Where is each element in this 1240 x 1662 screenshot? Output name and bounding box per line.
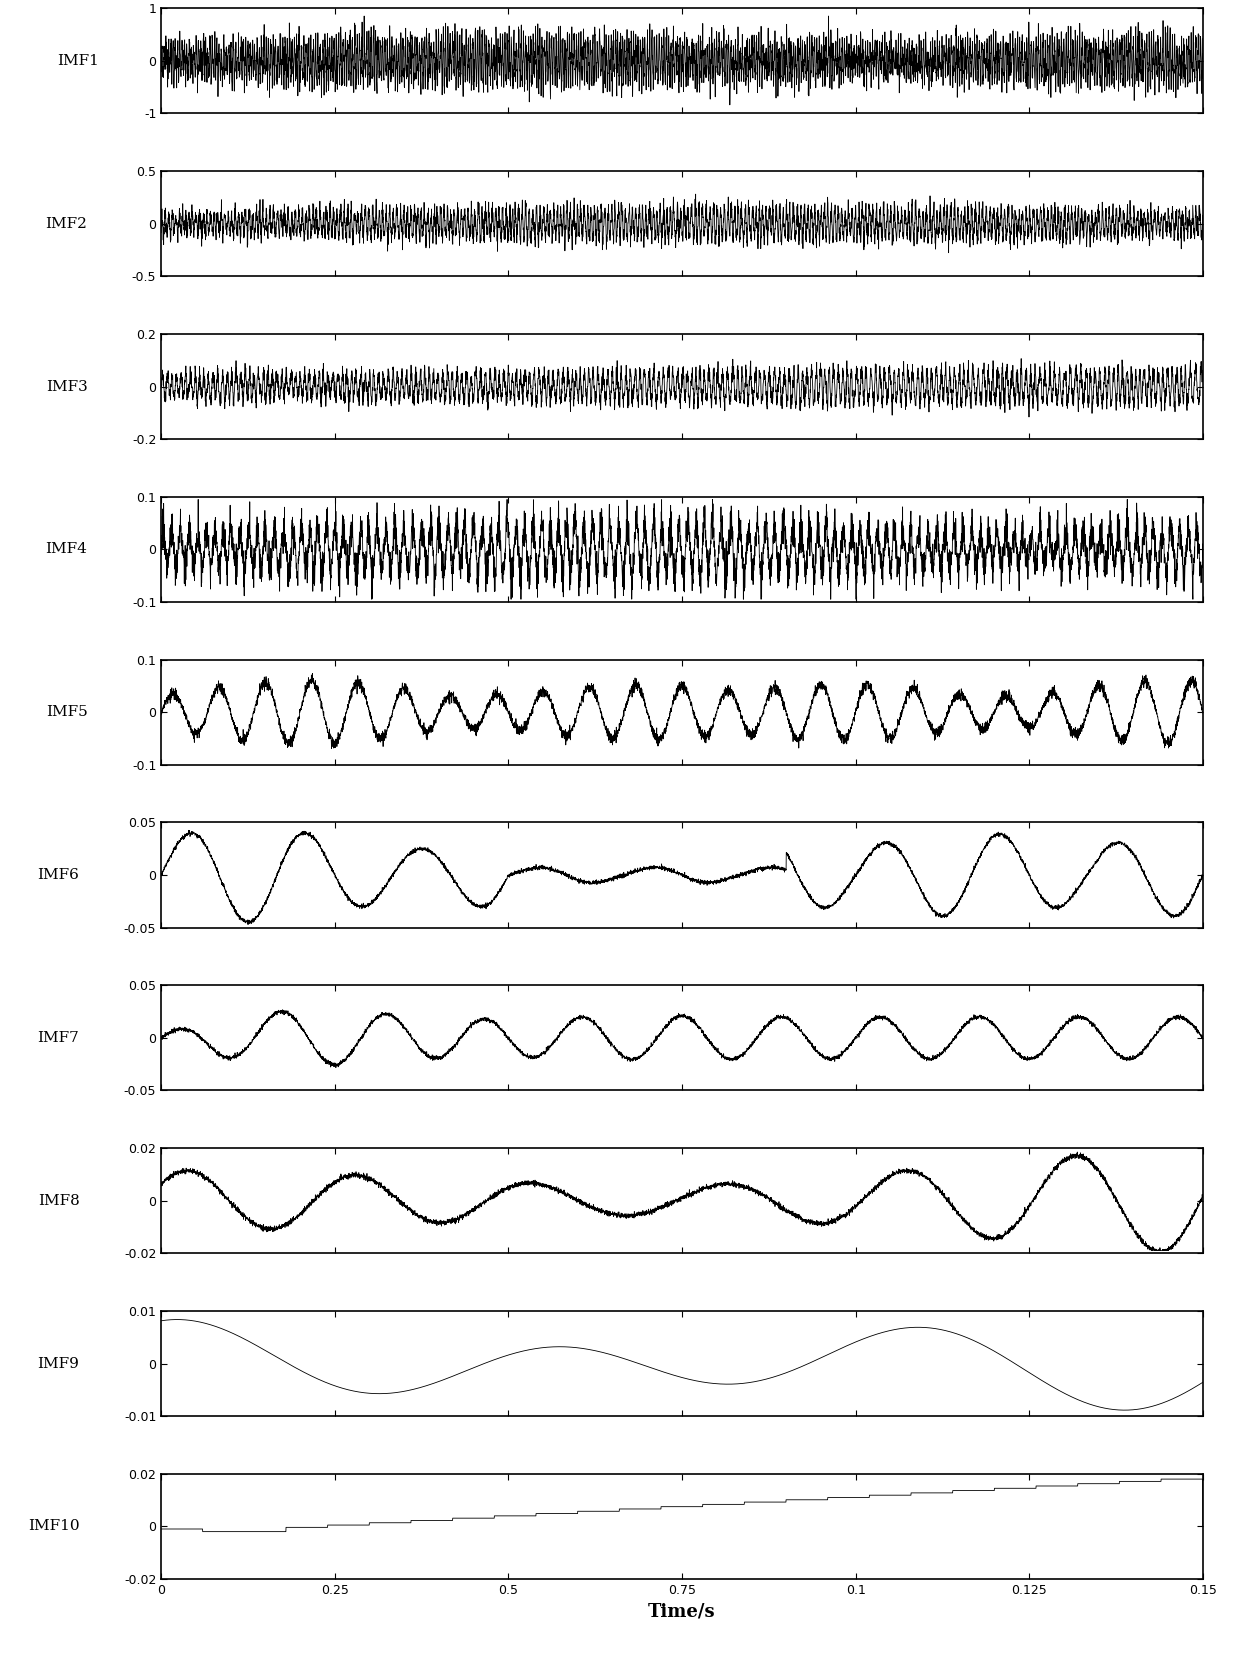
Y-axis label: IMF8: IMF8 (37, 1193, 79, 1208)
Y-axis label: IMF7: IMF7 (37, 1030, 79, 1045)
Y-axis label: IMF6: IMF6 (37, 868, 79, 883)
Y-axis label: IMF4: IMF4 (46, 542, 88, 557)
Y-axis label: IMF10: IMF10 (27, 1519, 79, 1534)
Y-axis label: IMF3: IMF3 (46, 379, 88, 394)
Y-axis label: IMF5: IMF5 (46, 705, 88, 720)
Y-axis label: IMF9: IMF9 (37, 1356, 79, 1371)
Y-axis label: IMF2: IMF2 (46, 216, 87, 231)
X-axis label: Time/s: Time/s (649, 1602, 715, 1620)
Y-axis label: IMF1: IMF1 (57, 53, 99, 68)
